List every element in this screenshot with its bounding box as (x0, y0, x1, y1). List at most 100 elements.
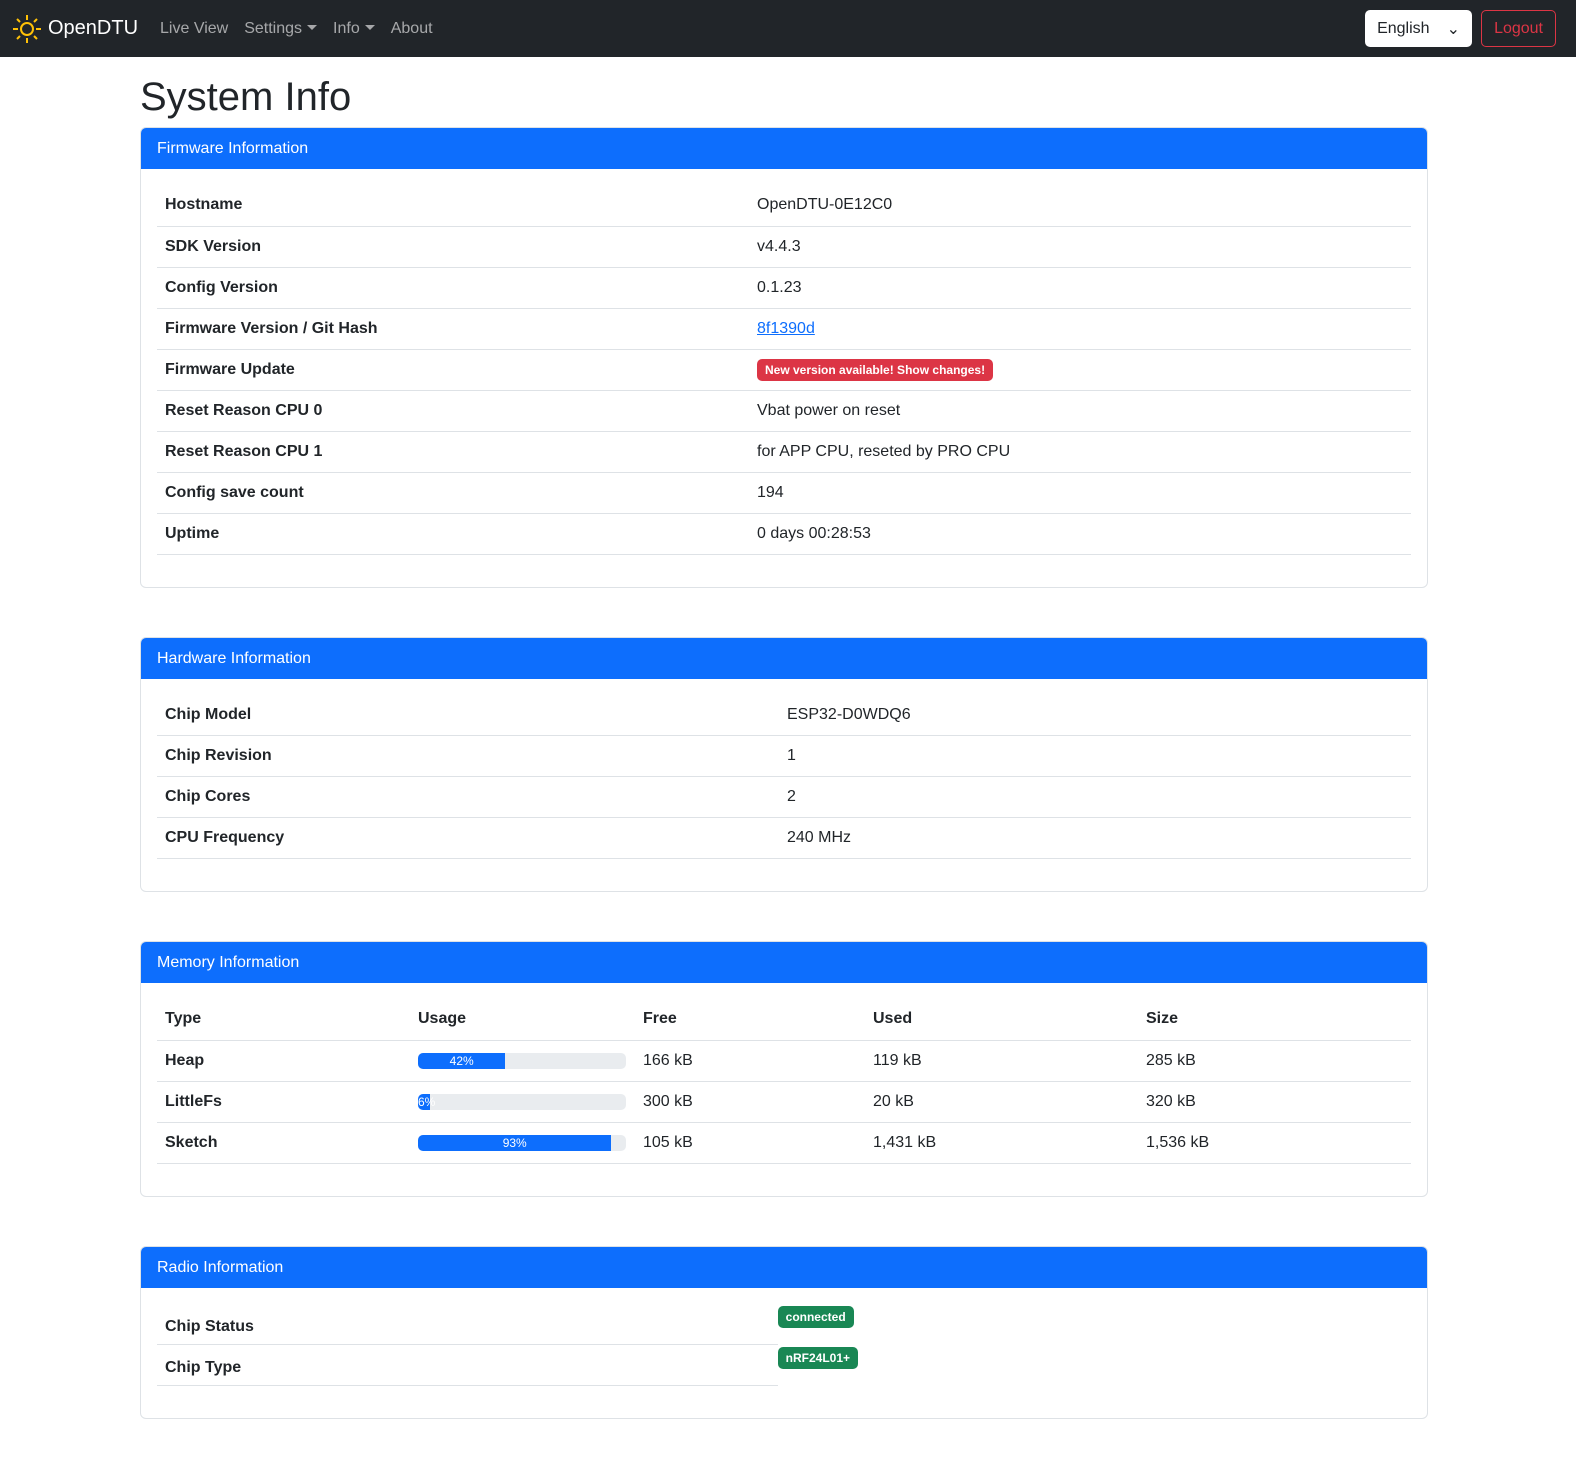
memory-size: 320 kB (1138, 1081, 1411, 1123)
language-select[interactable]: English ⌄ (1365, 10, 1473, 47)
row-label: Firmware Version / Git Hash (157, 308, 749, 350)
table-row: Chip Type nRF24L01+ (157, 1344, 858, 1386)
table-row: Firmware Update New version available! Sh… (157, 349, 1411, 391)
row-value: 2 (779, 776, 1411, 818)
usage-bar: 42% (418, 1052, 506, 1069)
git-hash-link[interactable]: 8f1390d (757, 319, 815, 337)
row-value: for APP CPU, reseted by PRO CPU (749, 431, 1411, 473)
radio-card: Radio Information Chip Status connected Chi… (140, 1245, 1428, 1419)
card-header: Radio Information (141, 1246, 1427, 1288)
row-value: 0.1.23 (749, 267, 1411, 309)
card-header: Firmware Information (141, 128, 1427, 169)
table-row: Hostname OpenDTU-0E12C0 (157, 185, 1411, 227)
value-text: Vbat power on reset (757, 401, 901, 419)
row-label: Chip Status (157, 1303, 778, 1345)
row-value: 1 (779, 735, 1411, 777)
value-text: 0.1.23 (757, 278, 802, 296)
firmware-card: Firmware Information Hostname OpenDTU-0E12… (140, 127, 1428, 588)
usage-cell: 42% (410, 1040, 635, 1082)
column-header: Used (865, 999, 1138, 1041)
table-row: SDK Version v4.4.3 (157, 226, 1411, 268)
logout-button[interactable]: Logout (1481, 10, 1556, 47)
value-text: 240 MHz (787, 829, 852, 846)
update-badge[interactable]: New version available! Show changes! (757, 358, 994, 381)
row-value: 240 MHz (779, 817, 1411, 859)
row-value: Vbat power on reset (749, 390, 1411, 432)
memory-type: LittleFs (157, 1081, 410, 1123)
usage-bar: 6% (418, 1093, 436, 1110)
table-row: Firmware Version / Git Hash 8f1390d (157, 308, 1411, 350)
row-label: Firmware Update (157, 349, 749, 391)
memory-free: 166 kB (635, 1040, 865, 1082)
row-label: Chip Cores (157, 776, 779, 818)
memory-used: 1,431 kB (865, 1122, 1138, 1164)
nav-info-dropdown[interactable]: Info (325, 20, 383, 38)
value-text: 1 (787, 747, 796, 764)
table-row: Config Version 0.1.23 (157, 267, 1411, 309)
value-text: for APP CPU, reseted by PRO CPU (757, 442, 1011, 460)
value-text: 0 days 00:28:53 (757, 524, 871, 542)
row-label: Hostname (157, 185, 749, 227)
status-badge: nRF24L01+ (777, 1346, 858, 1369)
memory-free: 300 kB (635, 1081, 865, 1123)
column-header: Type (157, 999, 410, 1041)
row-value: connected (777, 1304, 858, 1345)
table-row: Chip Model ESP32-D0WDQ6 (157, 694, 1411, 736)
row-label: Uptime (157, 513, 749, 555)
language-value: English (1377, 19, 1430, 37)
table-row: LittleFs 6% 300 kB 20 kB 320 kB (157, 1081, 1411, 1123)
row-value: v4.4.3 (749, 226, 1411, 268)
memory-type: Heap (157, 1040, 410, 1082)
row-value: 8f1390d (749, 308, 1411, 350)
row-value: OpenDTU-0E12C0 (749, 185, 1411, 227)
table-row: Chip Cores 2 (157, 776, 1411, 818)
table-row: Config save count 194 (157, 472, 1411, 514)
nav-settings-dropdown[interactable]: Settings (236, 20, 325, 38)
nav-about[interactable]: About (390, 19, 433, 37)
page-title: System Info (140, 75, 352, 119)
table-header: Type Usage Free Used Size (157, 999, 1411, 1041)
memory-type: Sketch (157, 1122, 410, 1164)
table-row: Reset Reason CPU 1 for APP CPU, reseted b… (157, 431, 1411, 473)
table-row: CPU Frequency 240 MHz (157, 817, 1411, 859)
row-label: CPU Frequency (157, 817, 779, 859)
row-label: Reset Reason CPU 0 (157, 390, 749, 432)
row-label: Chip Model (157, 694, 779, 736)
usage-progress: 6% (418, 1093, 626, 1110)
table-row: Chip Revision 1 (157, 735, 1411, 777)
value-text: OpenDTU-0E12C0 (757, 196, 893, 214)
value-text: 194 (757, 483, 784, 501)
value-text: 2 (787, 788, 796, 805)
usage-cell: 93% (410, 1122, 635, 1164)
table-row: Heap 42% 166 kB 119 kB 285 kB (157, 1040, 1411, 1082)
column-header: Usage (410, 999, 635, 1041)
row-value: nRF24L01+ (777, 1345, 858, 1386)
nav-live-view[interactable]: Live View (160, 19, 229, 37)
table-row: Chip Status connected (157, 1303, 858, 1345)
memory-size: 285 kB (1138, 1040, 1411, 1082)
row-label: SDK Version (157, 226, 749, 268)
usage-cell: 6% (410, 1081, 635, 1123)
hardware-card: Hardware Information Chip Model ESP32-D0WD… (140, 636, 1428, 892)
table-row: Reset Reason CPU 0 Vbat power on reset (157, 390, 1411, 432)
memory-size: 1,536 kB (1138, 1122, 1411, 1164)
sun-icon (13, 14, 41, 43)
memory-used: 20 kB (865, 1081, 1138, 1123)
row-label: Config Version (157, 267, 749, 309)
memory-card: Memory Information Type Usage Free Used Size H… (140, 941, 1428, 1197)
column-header: Free (635, 999, 865, 1041)
table-row: Uptime 0 days 00:28:53 (157, 513, 1411, 555)
row-label: Chip Type (157, 1344, 778, 1386)
chevron-down-icon: ⌄ (1446, 20, 1461, 38)
card-header: Memory Information (141, 942, 1427, 983)
navbar: OpenDTU Live View Settings Info About En… (0, 0, 1576, 57)
row-value: ESP32-D0WDQ6 (779, 694, 1411, 736)
usage-bar: 93% (418, 1134, 612, 1151)
memory-used: 119 kB (865, 1040, 1138, 1082)
usage-progress: 93% (418, 1134, 626, 1151)
row-label: Chip Revision (157, 735, 779, 777)
brand-link[interactable]: OpenDTU (12, 14, 138, 44)
memory-free: 105 kB (635, 1122, 865, 1164)
table-row: Sketch 93% 105 kB 1,431 kB 1,536 kB (157, 1122, 1411, 1164)
row-label: Reset Reason CPU 1 (157, 431, 749, 473)
